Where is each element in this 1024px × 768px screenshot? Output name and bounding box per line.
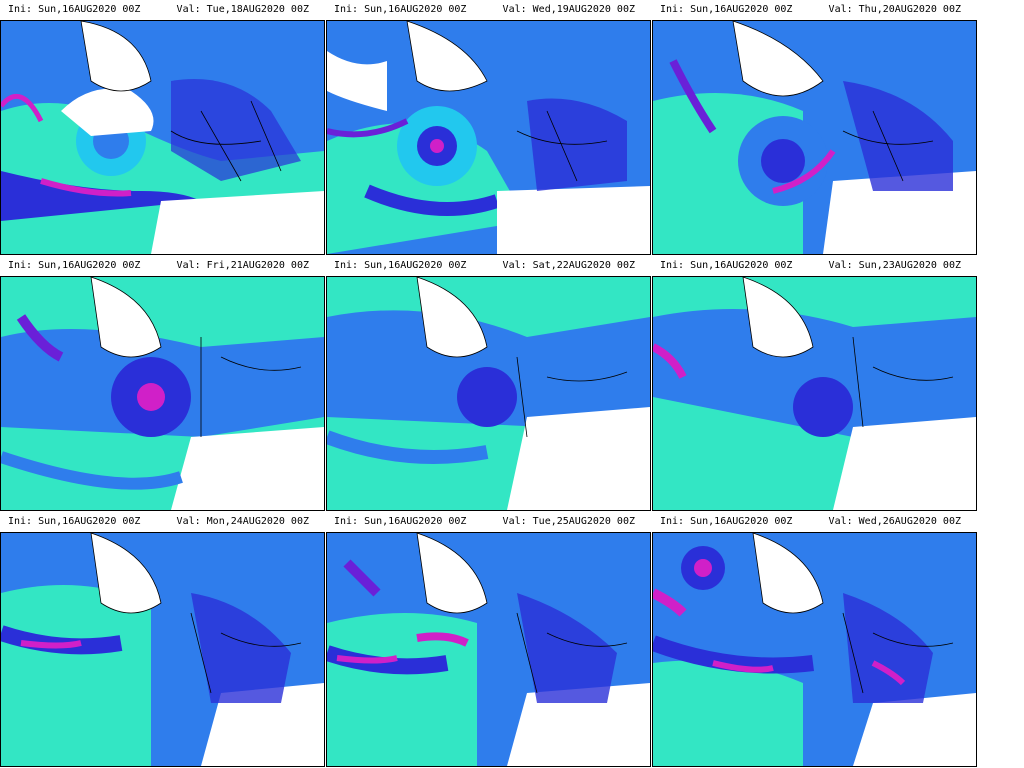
init-time-label: Ini: Sun,16AUG2020 00Z [334, 4, 467, 15]
init-time-label: Ini: Sun,16AUG2020 00Z [8, 4, 141, 15]
map-panel-6: Ini: Sun,16AUG2020 00Z Val: Sun,23AUG202… [652, 256, 977, 512]
forecast-map [326, 276, 651, 511]
valid-time-label: Val: Sun,23AUG2020 00Z [828, 260, 961, 271]
map-panel-7: Ini: Sun,16AUG2020 00Z Val: Mon,24AUG202… [0, 512, 325, 768]
forecast-map [0, 20, 325, 255]
map-panel-2: Ini: Sun,16AUG2020 00Z Val: Wed,19AUG202… [326, 0, 651, 256]
forecast-map [652, 20, 977, 255]
init-time-label: Ini: Sun,16AUG2020 00Z [8, 260, 141, 271]
init-time-label: Ini: Sun,16AUG2020 00Z [660, 516, 793, 527]
map-panel-4: Ini: Sun,16AUG2020 00Z Val: Fri,21AUG202… [0, 256, 325, 512]
init-time-label: Ini: Sun,16AUG2020 00Z [660, 4, 793, 15]
panel-header: Ini: Sun,16AUG2020 00Z Val: Wed,19AUG202… [326, 0, 651, 20]
panel-header: Ini: Sun,16AUG2020 00Z Val: Fri,21AUG202… [0, 256, 325, 276]
init-time-label: Ini: Sun,16AUG2020 00Z [334, 516, 467, 527]
forecast-map [326, 532, 651, 767]
forecast-map [652, 276, 977, 511]
panel-header: Ini: Sun,16AUG2020 00Z Val: Thu,20AUG202… [652, 0, 977, 20]
panel-header: Ini: Sun,16AUG2020 00Z Val: Sun,23AUG202… [652, 256, 977, 276]
valid-time-label: Val: Wed,26AUG2020 00Z [828, 516, 961, 527]
valid-time-label: Val: Sat,22AUG2020 00Z [502, 260, 635, 271]
valid-time-label: Val: Wed,19AUG2020 00Z [502, 4, 635, 15]
forecast-map [326, 20, 651, 255]
panel-header: Ini: Sun,16AUG2020 00Z Val: Tue,18AUG202… [0, 0, 325, 20]
valid-time-label: Val: Mon,24AUG2020 00Z [176, 516, 309, 527]
panel-header: Ini: Sun,16AUG2020 00Z Val: Sat,22AUG202… [326, 256, 651, 276]
forecast-map [0, 532, 325, 767]
init-time-label: Ini: Sun,16AUG2020 00Z [8, 516, 141, 527]
valid-time-label: Val: Tue,25AUG2020 00Z [502, 516, 635, 527]
valid-time-label: Val: Tue,18AUG2020 00Z [176, 4, 309, 15]
valid-time-label: Val: Thu,20AUG2020 00Z [828, 4, 961, 15]
panel-header: Ini: Sun,16AUG2020 00Z Val: Mon,24AUG202… [0, 512, 325, 532]
init-time-label: Ini: Sun,16AUG2020 00Z [660, 260, 793, 271]
map-panel-9: Ini: Sun,16AUG2020 00Z Val: Wed,26AUG202… [652, 512, 977, 768]
valid-time-label: Val: Fri,21AUG2020 00Z [176, 260, 309, 271]
forecast-map [652, 532, 977, 767]
map-panel-1: Ini: Sun,16AUG2020 00Z Val: Tue,18AUG202… [0, 0, 325, 256]
panel-header: Ini: Sun,16AUG2020 00Z Val: Wed,26AUG202… [652, 512, 977, 532]
forecast-map [0, 276, 325, 511]
map-panel-3: Ini: Sun,16AUG2020 00Z Val: Thu,20AUG202… [652, 0, 977, 256]
map-panel-8: Ini: Sun,16AUG2020 00Z Val: Tue,25AUG202… [326, 512, 651, 768]
init-time-label: Ini: Sun,16AUG2020 00Z [334, 260, 467, 271]
panel-header: Ini: Sun,16AUG2020 00Z Val: Tue,25AUG202… [326, 512, 651, 532]
map-panel-5: Ini: Sun,16AUG2020 00Z Val: Sat,22AUG202… [326, 256, 651, 512]
